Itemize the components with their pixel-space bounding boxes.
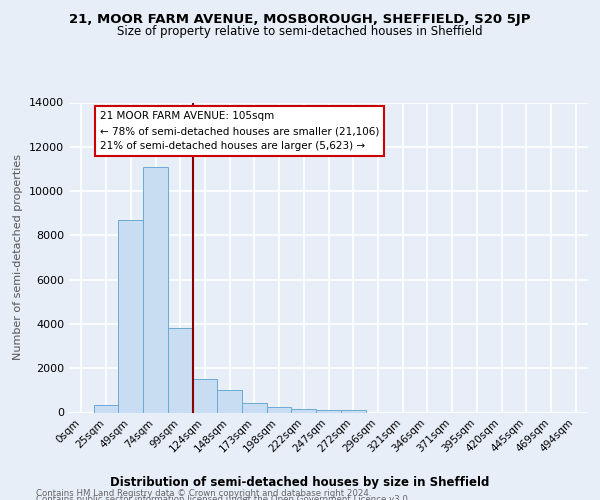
Bar [316, 410, 341, 412]
Bar [242, 403, 267, 412]
Bar [118, 220, 143, 412]
Bar [143, 166, 168, 412]
Y-axis label: Number of semi-detached properties: Number of semi-detached properties [13, 154, 23, 360]
Text: Contains public sector information licensed under the Open Government Licence v3: Contains public sector information licen… [36, 495, 410, 500]
Bar [168, 328, 193, 412]
Bar [292, 409, 316, 412]
Bar [193, 380, 217, 412]
Bar [341, 410, 365, 412]
Text: Size of property relative to semi-detached houses in Sheffield: Size of property relative to semi-detach… [117, 25, 483, 38]
Text: 21, MOOR FARM AVENUE, MOSBOROUGH, SHEFFIELD, S20 5JP: 21, MOOR FARM AVENUE, MOSBOROUGH, SHEFFI… [69, 12, 531, 26]
Text: 21 MOOR FARM AVENUE: 105sqm
← 78% of semi-detached houses are smaller (21,106)
2: 21 MOOR FARM AVENUE: 105sqm ← 78% of sem… [100, 112, 379, 151]
Text: Distribution of semi-detached houses by size in Sheffield: Distribution of semi-detached houses by … [110, 476, 490, 489]
Bar [217, 390, 242, 412]
Text: Contains HM Land Registry data © Crown copyright and database right 2024.: Contains HM Land Registry data © Crown c… [36, 489, 371, 498]
Bar [267, 408, 292, 412]
Bar [94, 405, 118, 412]
